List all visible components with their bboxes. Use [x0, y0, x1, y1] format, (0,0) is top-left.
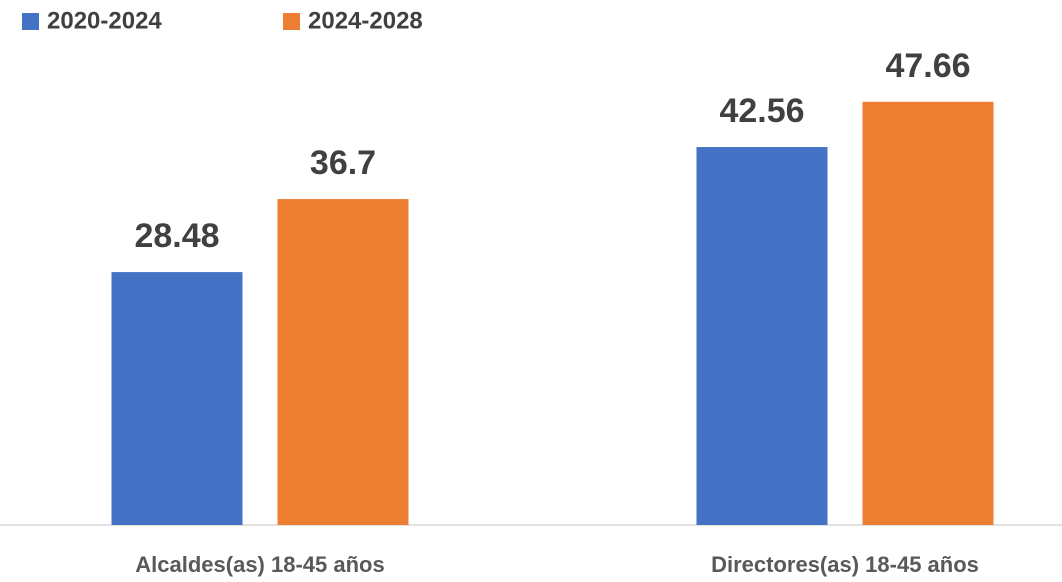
data-label: 28.48 [134, 217, 219, 255]
x-tick-label: Directores(as) 18-45 años [711, 552, 979, 577]
x-tick-label: Alcaldes(as) 18-45 años [135, 552, 384, 577]
data-label: 47.66 [885, 47, 970, 85]
legend-label: 2020-2024 [47, 7, 162, 34]
data-label: 42.56 [719, 92, 804, 130]
bar [696, 147, 828, 525]
bar [862, 101, 994, 525]
bar [111, 272, 243, 525]
legend-label: 2024-2028 [308, 7, 423, 34]
data-label: 36.7 [310, 144, 376, 182]
legend-swatch [283, 13, 300, 30]
bar [277, 199, 409, 525]
legend-swatch [22, 13, 39, 30]
